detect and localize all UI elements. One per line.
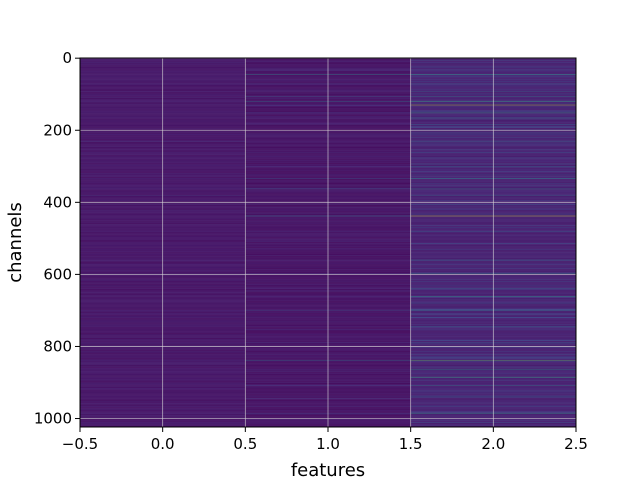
x-tick-label: −0.5 xyxy=(62,435,98,453)
x-tick-label: 0.0 xyxy=(151,435,175,453)
x-axis-ticks: −0.5 0.0 0.5 1.0 1.5 2.0 2.5 xyxy=(62,427,588,453)
x-tick-label: 0.5 xyxy=(233,435,257,453)
y-tick-label: 600 xyxy=(43,265,72,283)
y-axis-ticks: 0 200 400 600 800 1000 xyxy=(34,49,80,428)
y-tick-label: 800 xyxy=(43,337,72,355)
y-tick-label: 200 xyxy=(43,121,72,139)
x-tick-label: 2.0 xyxy=(481,435,505,453)
x-tick-label: 2.5 xyxy=(564,435,588,453)
y-tick-label: 1000 xyxy=(34,410,72,428)
y-axis-label: channels xyxy=(5,202,26,283)
x-tick-label: 1.0 xyxy=(316,435,340,453)
y-tick-label: 400 xyxy=(43,193,72,211)
x-tick-label: 1.5 xyxy=(399,435,423,453)
x-axis-label: features xyxy=(291,460,365,480)
y-tick-label: 0 xyxy=(62,49,72,67)
